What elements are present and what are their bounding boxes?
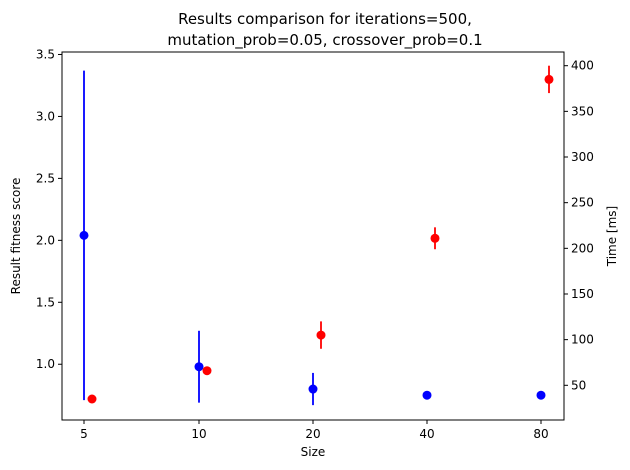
chart-title-line-1: Results comparison for iterations=500, [178, 10, 472, 28]
y-left-tick-label: 2.5 [36, 171, 55, 185]
time-point [202, 366, 212, 376]
time-point [544, 74, 554, 84]
y-right-tick-label: 300 [571, 150, 594, 164]
x-axis: 5 10 20 40 80 [80, 420, 549, 441]
y-axis-left: 1.0 1.5 2.0 2.5 3.0 3.5 [36, 47, 62, 371]
x-tick-label: 10 [191, 427, 206, 441]
y-left-tick-label: 2.0 [36, 233, 55, 247]
time-point [430, 233, 440, 243]
fitness-point [79, 230, 89, 240]
y-right-tick-label: 200 [571, 241, 594, 255]
y-right-tick-label: 50 [571, 378, 586, 392]
x-tick-label: 20 [305, 427, 320, 441]
fitness-point [308, 384, 318, 394]
y-right-tick-label: 150 [571, 287, 594, 301]
y-axis-right-label: Time [ms] [605, 206, 619, 268]
y-left-tick-label: 1.0 [36, 357, 55, 371]
fitness-point [422, 390, 432, 400]
axes-frame [61, 51, 565, 421]
y-right-tick-label: 350 [571, 104, 594, 118]
y-right-tick-label: 250 [571, 196, 594, 210]
x-tick-label: 40 [419, 427, 434, 441]
y-left-tick-label: 1.5 [36, 295, 55, 309]
x-tick-label: 80 [533, 427, 548, 441]
x-axis-label: Size [301, 445, 326, 459]
y-right-tick-label: 400 [571, 59, 594, 73]
x-tick-label: 5 [80, 427, 88, 441]
time-point [316, 330, 326, 340]
y-right-tick-label: 100 [571, 333, 594, 347]
y-left-tick-label: 3.0 [36, 109, 55, 123]
fitness-point [194, 362, 204, 372]
y-axis-left-label: Result fitness score [9, 178, 23, 295]
y-left-tick-label: 3.5 [36, 47, 55, 61]
plot-area [79, 65, 554, 406]
time-point [87, 394, 97, 404]
chart-title-line-2: mutation_prob=0.05, crossover_prob=0.1 [167, 31, 482, 50]
fitness-point [536, 390, 546, 400]
y-axis-right: 50 100 150 200 250 300 350 400 [564, 59, 594, 392]
